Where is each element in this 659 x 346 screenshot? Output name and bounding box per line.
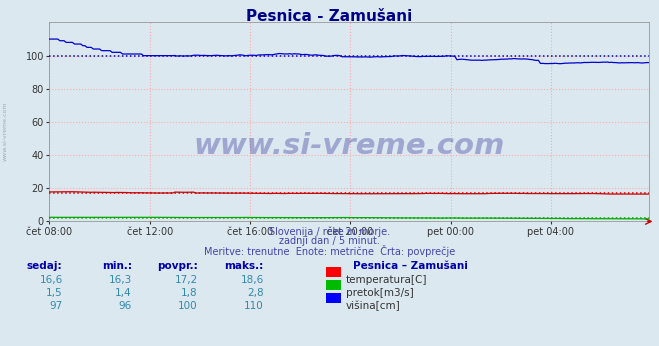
Text: 16,3: 16,3 xyxy=(109,275,132,285)
Text: višina[cm]: višina[cm] xyxy=(346,301,401,311)
Text: 17,2: 17,2 xyxy=(175,275,198,285)
Text: 97: 97 xyxy=(49,301,63,311)
Text: 18,6: 18,6 xyxy=(241,275,264,285)
Text: min.:: min.: xyxy=(101,261,132,271)
Text: pretok[m3/s]: pretok[m3/s] xyxy=(346,288,414,298)
Text: 1,8: 1,8 xyxy=(181,288,198,298)
Text: 110: 110 xyxy=(244,301,264,311)
Text: 96: 96 xyxy=(119,301,132,311)
Text: 1,5: 1,5 xyxy=(46,288,63,298)
Text: zadnji dan / 5 minut.: zadnji dan / 5 minut. xyxy=(279,236,380,246)
Text: sedaj:: sedaj: xyxy=(27,261,63,271)
Text: 2,8: 2,8 xyxy=(247,288,264,298)
Text: Pesnica - Zamušani: Pesnica - Zamušani xyxy=(246,9,413,24)
Text: 100: 100 xyxy=(178,301,198,311)
Text: povpr.:: povpr.: xyxy=(157,261,198,271)
Text: 16,6: 16,6 xyxy=(40,275,63,285)
Text: www.si-vreme.com: www.si-vreme.com xyxy=(3,102,8,161)
Text: Meritve: trenutne  Enote: metrične  Črta: povprečje: Meritve: trenutne Enote: metrične Črta: … xyxy=(204,245,455,257)
Text: maks.:: maks.: xyxy=(224,261,264,271)
Text: 1,4: 1,4 xyxy=(115,288,132,298)
Text: Pesnica – Zamušani: Pesnica – Zamušani xyxy=(353,261,467,271)
Text: Slovenija / reke in morje.: Slovenija / reke in morje. xyxy=(269,227,390,237)
Text: temperatura[C]: temperatura[C] xyxy=(346,275,428,285)
Text: www.si-vreme.com: www.si-vreme.com xyxy=(194,132,505,160)
